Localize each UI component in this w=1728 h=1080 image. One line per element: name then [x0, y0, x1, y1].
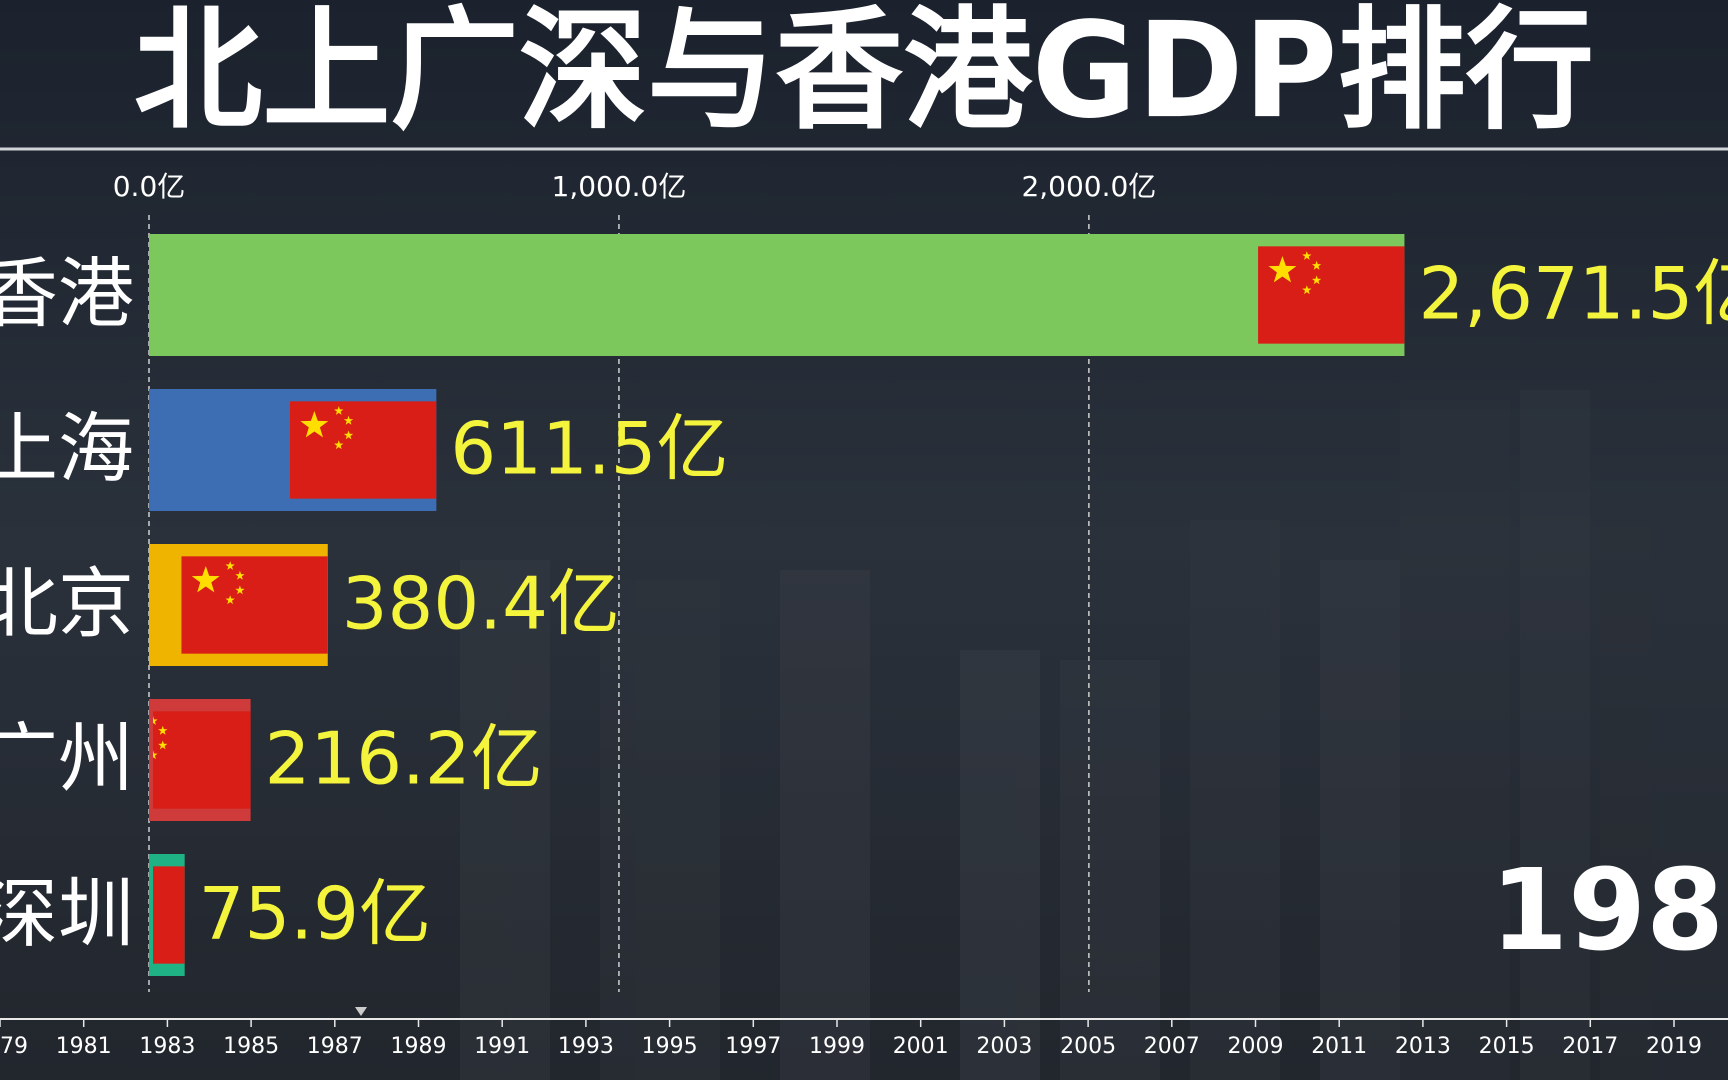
flag-field [1258, 246, 1405, 344]
flag-star [191, 566, 220, 593]
bar [149, 234, 1405, 356]
flag-star [158, 740, 168, 750]
flag-star [153, 750, 158, 760]
value-label: 216.2亿 [265, 717, 543, 801]
timeline-year: 1993 [558, 1034, 614, 1059]
flag-star [343, 415, 354, 425]
chart-title: 北上广深与香港GDP排行 [134, 0, 1594, 148]
flag-star [235, 570, 245, 580]
flag [1258, 246, 1405, 344]
flag-star [334, 440, 344, 450]
flag-star [1312, 260, 1322, 270]
x-tick-label: 1,000.0亿 [552, 170, 687, 203]
timeline-year: 1983 [139, 1034, 195, 1059]
flag [289, 401, 437, 499]
value-label: 2,671.5亿 [1418, 252, 1728, 336]
flag-star [300, 411, 329, 438]
timeline-year: 2007 [1144, 1034, 1200, 1059]
skyline [460, 390, 1728, 1080]
timeline-year: 2009 [1228, 1034, 1284, 1059]
flag-field [181, 556, 328, 654]
flag [153, 711, 251, 809]
x-tick-label: 2,000.0亿 [1021, 170, 1156, 203]
timeline-year: 1997 [725, 1034, 781, 1059]
category-label: 深圳 [0, 869, 134, 958]
flag-body [1258, 246, 1405, 344]
category-label: 广州 [0, 714, 134, 803]
value-label: 75.9亿 [199, 872, 431, 956]
flag-field [153, 866, 185, 964]
category-label: 香港 [0, 249, 134, 338]
flag-star [334, 406, 344, 415]
flag-star [1268, 256, 1297, 283]
flag-star [158, 725, 168, 735]
flag-field [289, 401, 437, 499]
flag-star [225, 561, 235, 570]
timeline-year: 1981 [56, 1034, 112, 1059]
timeline-year: 1985 [223, 1034, 279, 1059]
flag-body [289, 401, 437, 499]
timeline-year: 1987 [307, 1034, 363, 1059]
flag-body [153, 866, 185, 964]
flag-star [1302, 251, 1312, 260]
flag-field [153, 711, 251, 809]
timeline-year: 2001 [893, 1034, 949, 1059]
category-label: 北京 [0, 559, 134, 648]
timeline-year: 1995 [642, 1034, 698, 1059]
timeline-year: 1999 [809, 1034, 865, 1059]
flag-star [1312, 275, 1322, 285]
timeline-marker [355, 1007, 367, 1016]
timeline-year: 2017 [1562, 1034, 1618, 1059]
timeline-year: 2013 [1395, 1034, 1451, 1059]
flag-star [153, 716, 158, 725]
flag-body [181, 556, 328, 654]
timeline-year: 2011 [1311, 1034, 1367, 1059]
category-label: 上海 [0, 404, 134, 493]
flag [153, 866, 185, 964]
timeline-year: 2003 [976, 1034, 1032, 1059]
timeline-year: 1991 [474, 1034, 530, 1059]
x-tick-label: 0.0亿 [113, 170, 186, 203]
flag-star [225, 595, 235, 605]
flag-body [153, 711, 251, 809]
flag [181, 556, 328, 654]
flag-star [1302, 285, 1312, 295]
value-label: 611.5亿 [450, 407, 728, 491]
current-year: 198 [1490, 846, 1724, 976]
flag-star [235, 585, 245, 595]
value-label: 380.4亿 [342, 562, 620, 646]
timeline-year: 2019 [1646, 1034, 1702, 1059]
timeline-year: 1979 [0, 1034, 28, 1059]
flag-star [343, 430, 354, 440]
timeline-year: 2005 [1060, 1034, 1116, 1059]
timeline-year: 1989 [391, 1034, 447, 1059]
timeline-year: 2015 [1479, 1034, 1535, 1059]
